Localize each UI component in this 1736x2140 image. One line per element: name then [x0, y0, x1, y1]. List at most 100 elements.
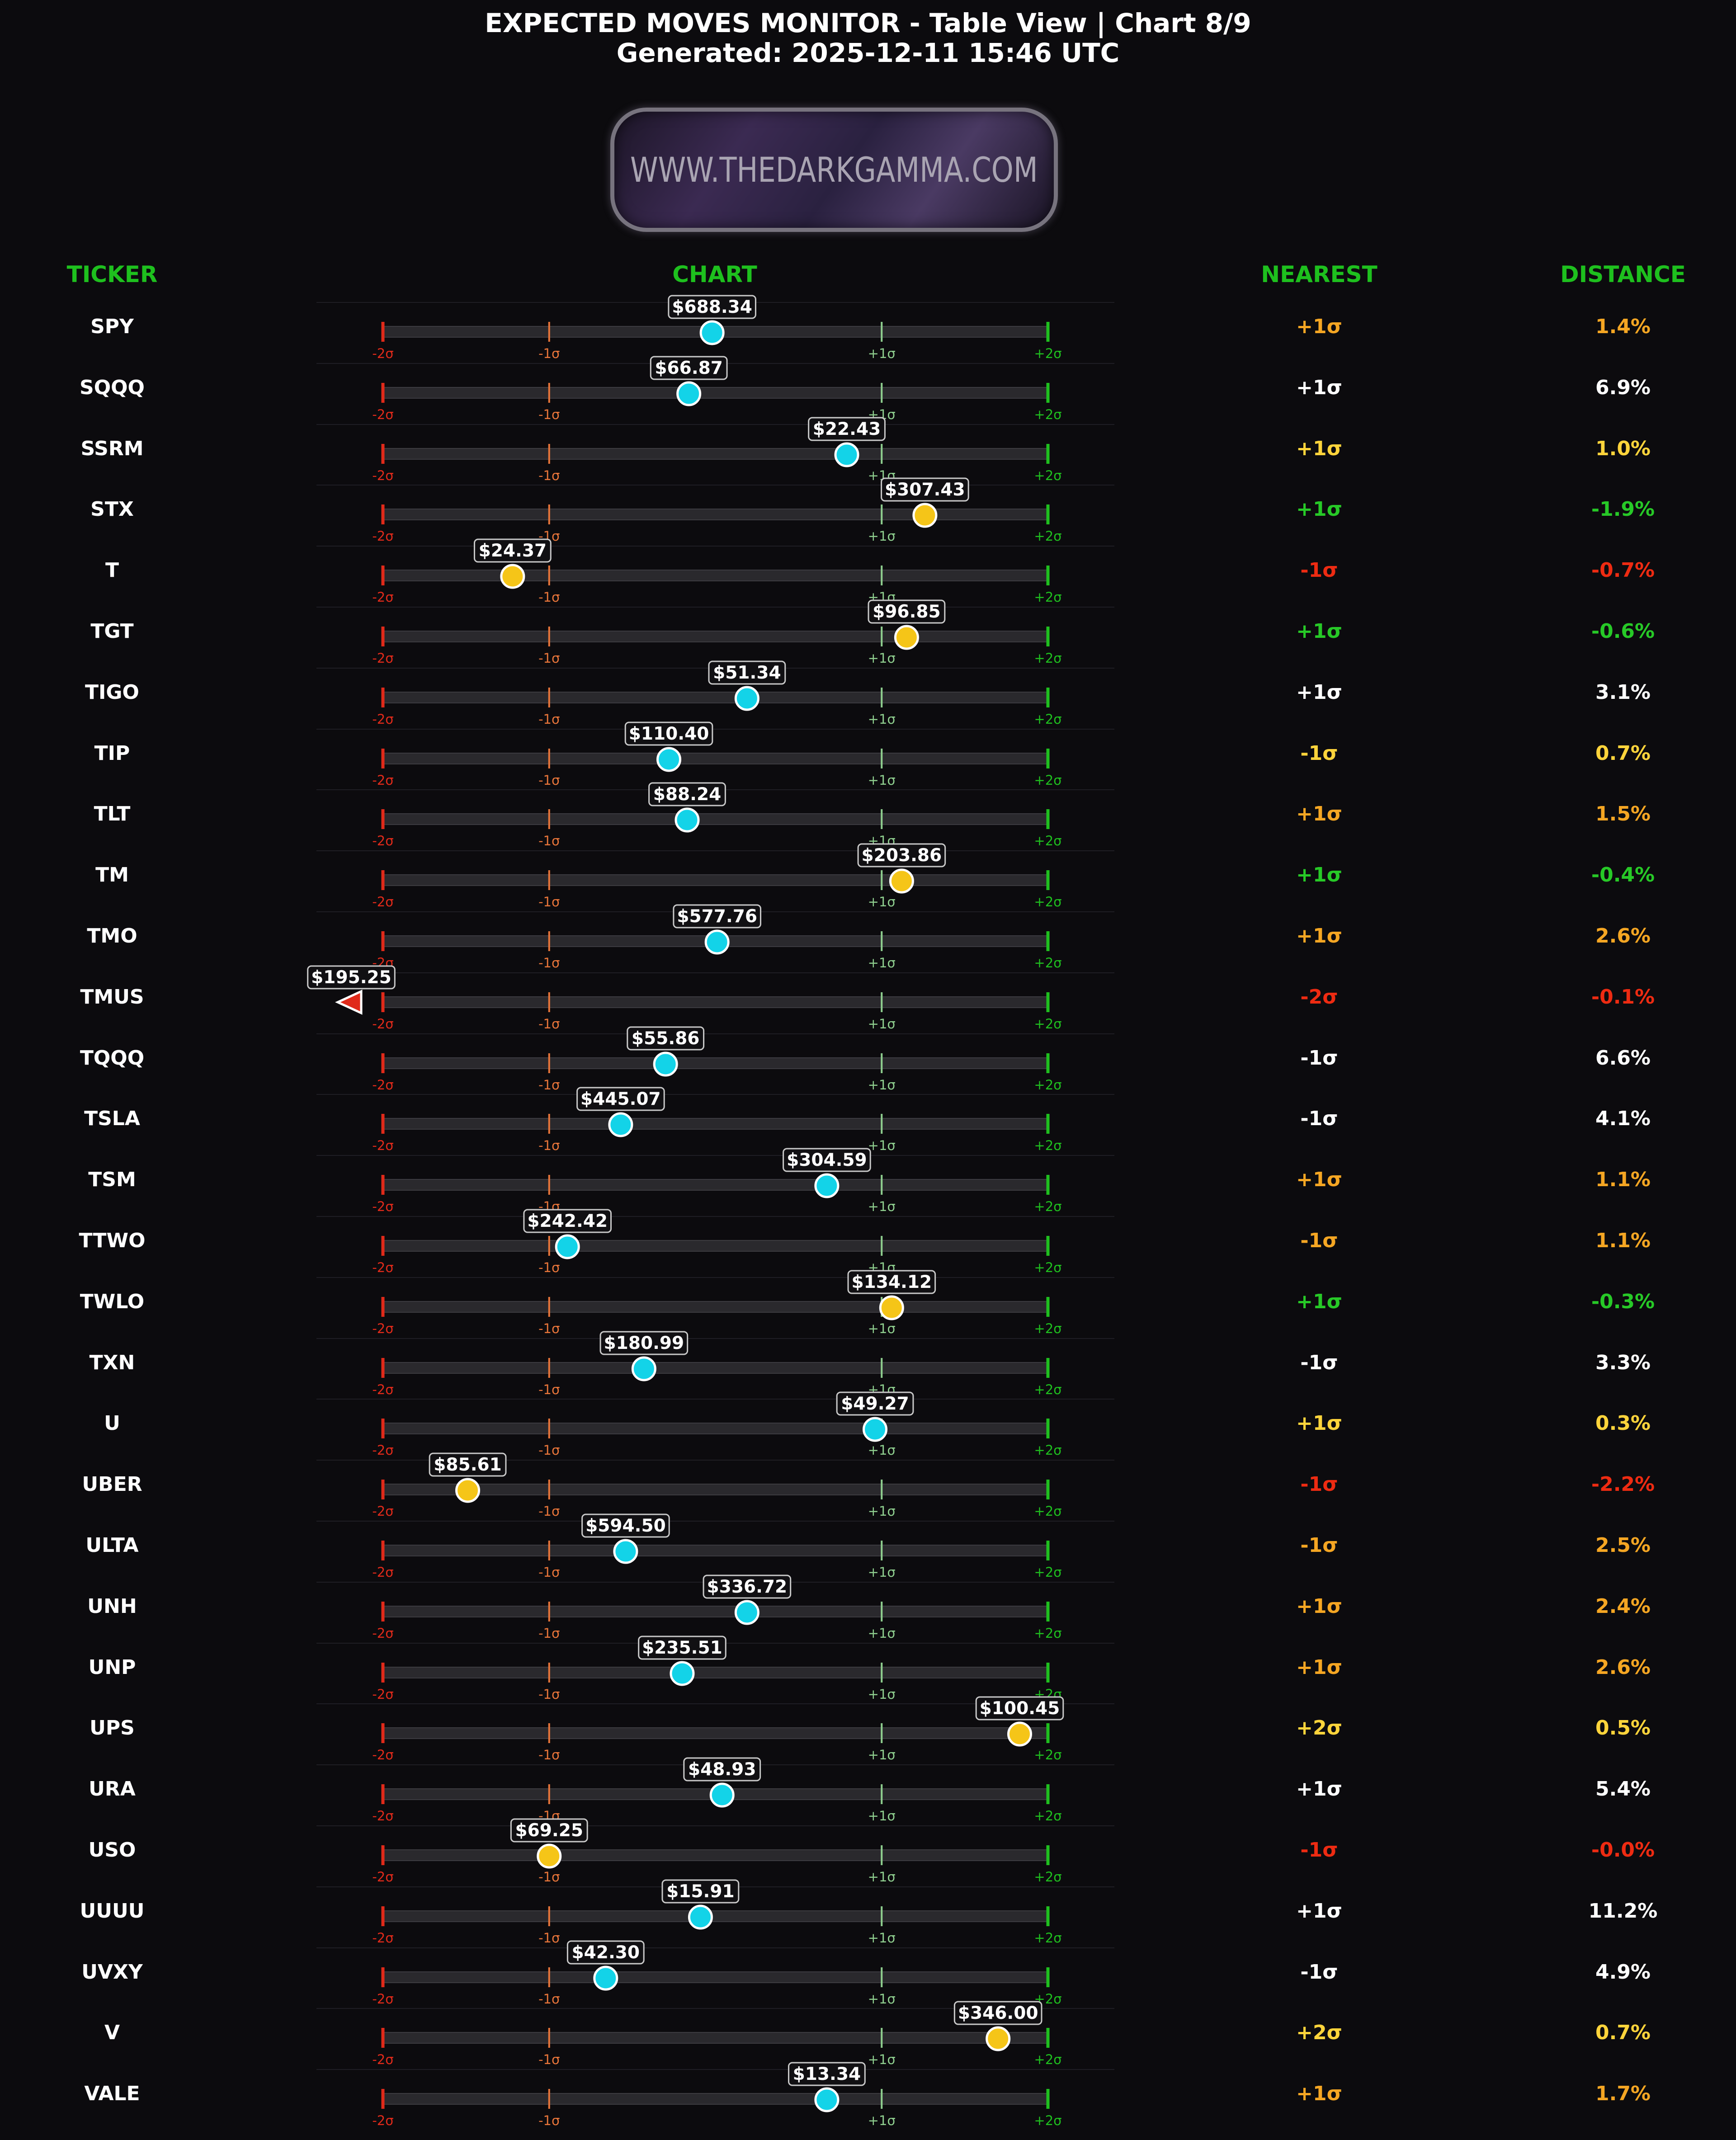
- price-label: $235.51: [642, 1638, 722, 1658]
- ticker-cell: UVXY: [81, 1960, 143, 1984]
- sigma-level-label: +2σ: [1034, 1016, 1061, 1032]
- nearest-cell: +1σ: [1296, 498, 1342, 521]
- price-marker[interactable]: [455, 1478, 481, 1503]
- price-marker[interactable]: [986, 2026, 1011, 2051]
- price-marker[interactable]: [704, 929, 730, 955]
- price-label: $688.34: [672, 297, 752, 317]
- price-marker[interactable]: [500, 564, 525, 589]
- nearest-cell: +1σ: [1296, 1168, 1342, 1192]
- price-label-box: [708, 660, 786, 685]
- sigma-level-label: -2σ: [372, 1808, 393, 1824]
- row-separator: [316, 1155, 1114, 1156]
- price-label: $203.86: [862, 845, 942, 866]
- range-track: [382, 1849, 1048, 1861]
- table-row: TM +1σ -0.4% -2σ -1σ +1σ +2σ $203.86: [0, 843, 1736, 911]
- row-separator: [316, 1216, 1114, 1217]
- distance-cell: 2.6%: [1595, 924, 1651, 947]
- range-track: [382, 813, 1048, 825]
- price-marker[interactable]: [676, 381, 702, 406]
- price-marker[interactable]: [863, 1417, 888, 1442]
- sigma-level-label: -1σ: [538, 1260, 560, 1275]
- sigma-level-label: +1σ: [868, 894, 896, 910]
- nearest-cell: +1σ: [1296, 1899, 1342, 1923]
- range-chart: -2σ -1σ +1σ +2σ$66.87: [372, 356, 1062, 422]
- price-marker[interactable]: [608, 1112, 633, 1137]
- table-row: UNP +1σ 2.6% -2σ -1σ +1σ +2σ $235.51: [0, 1636, 1736, 1704]
- price-marker[interactable]: [537, 1843, 562, 1869]
- sigma-level-label: -1σ: [538, 1138, 560, 1153]
- price-label-box: [648, 782, 726, 806]
- range-chart: -2σ -1σ +1σ +2σ$242.42: [372, 1209, 1062, 1275]
- sigma-level-label: +2σ: [1034, 894, 1061, 910]
- sigma-level-label: +2σ: [1034, 1747, 1061, 1763]
- sigma-level-label: +2σ: [1034, 346, 1061, 361]
- price-marker[interactable]: [814, 2087, 840, 2112]
- price-marker[interactable]: [1007, 1721, 1032, 1747]
- sigma-level-label: +2σ: [1034, 1199, 1061, 1214]
- sigma-level-label: -2σ: [372, 1869, 393, 1885]
- table-row: TMUS -2σ -0.1% -2σ -1σ +1σ +2σ $195.25: [0, 965, 1736, 1033]
- range-chart: -2σ -1σ +1σ +2σ $594.50: [372, 1513, 1062, 1580]
- price-label-box: [581, 1513, 670, 1538]
- price-marker[interactable]: [734, 686, 760, 711]
- price-marker[interactable]: [631, 1356, 656, 1381]
- sigma-level-label: -1σ: [538, 712, 560, 727]
- table-row: TMO +1σ 2.6% -2σ -1σ +1σ +2σ $577.76: [0, 904, 1736, 972]
- ticker-cell: UBER: [82, 1473, 142, 1496]
- sigma-level-label: +1σ: [868, 1687, 896, 1702]
- price-label-box: [429, 1452, 507, 1477]
- nearest-cell: -1σ: [1300, 1107, 1338, 1131]
- sigma-level-label: -2σ: [372, 894, 393, 910]
- below-range-arrow-icon[interactable]: [335, 989, 363, 1015]
- table-row: TQQQ -1σ 6.6% -2σ -1σ +1σ +2σ $55.86: [0, 1026, 1736, 1094]
- nearest-cell: -1σ: [1300, 1838, 1338, 1862]
- price-marker[interactable]: [656, 747, 682, 772]
- brand-logo[interactable]: WWW.THEDARKGAMMA.COM: [610, 108, 1058, 232]
- sigma-level-label: -2σ: [372, 1016, 393, 1032]
- range-track: [382, 691, 1048, 703]
- range-track: [382, 1301, 1048, 1313]
- distance-cell: 4.9%: [1595, 1960, 1651, 1984]
- price-marker[interactable]: [688, 1904, 713, 1930]
- price-marker[interactable]: [670, 1661, 695, 1686]
- sigma-level-label: -1σ: [538, 1565, 560, 1580]
- price-marker[interactable]: [734, 1600, 760, 1625]
- generated-timestamp: Generated: 2025-12-11 15:46 UTC: [616, 38, 1120, 68]
- price-label: $242.42: [527, 1211, 608, 1231]
- price-marker[interactable]: [814, 1173, 840, 1198]
- sigma-level-label: +1σ: [868, 712, 896, 727]
- ticker-cell: TXN: [89, 1351, 135, 1374]
- price-label-box: [881, 477, 969, 502]
- price-marker[interactable]: [555, 1234, 580, 1259]
- ticker-cell: TGT: [90, 620, 134, 643]
- sigma-level-label: +2σ: [1034, 468, 1061, 483]
- price-marker[interactable]: [834, 442, 859, 467]
- sigma-level-label: -1σ: [538, 2113, 560, 2128]
- price-marker[interactable]: [699, 320, 725, 345]
- price-marker[interactable]: [613, 1539, 638, 1564]
- sigma-level-label: +1σ: [868, 528, 896, 544]
- price-marker[interactable]: [709, 1782, 735, 1808]
- price-marker[interactable]: [879, 1295, 904, 1320]
- sigma-level-label: -2σ: [372, 1442, 393, 1458]
- sigma-level-label: -1σ: [538, 1869, 560, 1885]
- sigma-level-label: +1σ: [868, 1930, 896, 1946]
- price-marker[interactable]: [889, 868, 914, 894]
- price-marker[interactable]: [894, 625, 919, 650]
- price-label-box: [473, 538, 552, 563]
- price-label: $307.43: [885, 480, 965, 500]
- row-separator: [316, 972, 1114, 973]
- price-marker[interactable]: [675, 807, 700, 833]
- sigma-level-label: -1σ: [538, 955, 560, 971]
- nearest-cell: +1σ: [1296, 1777, 1342, 1801]
- range-track: [382, 387, 1048, 399]
- price-label-box: [683, 1757, 761, 1782]
- sigma-level-label: +2σ: [1034, 1626, 1061, 1641]
- price-marker[interactable]: [653, 1051, 678, 1077]
- price-label-box: [673, 904, 761, 929]
- price-marker[interactable]: [593, 1966, 618, 1991]
- price-marker[interactable]: [912, 503, 938, 528]
- range-chart: -2σ -1σ +1σ +2σ $688.34: [372, 295, 1062, 361]
- price-label: $577.76: [677, 906, 757, 927]
- table-row: TSM +1σ 1.1% -2σ -1σ +1σ +2σ $304.59: [0, 1148, 1736, 1216]
